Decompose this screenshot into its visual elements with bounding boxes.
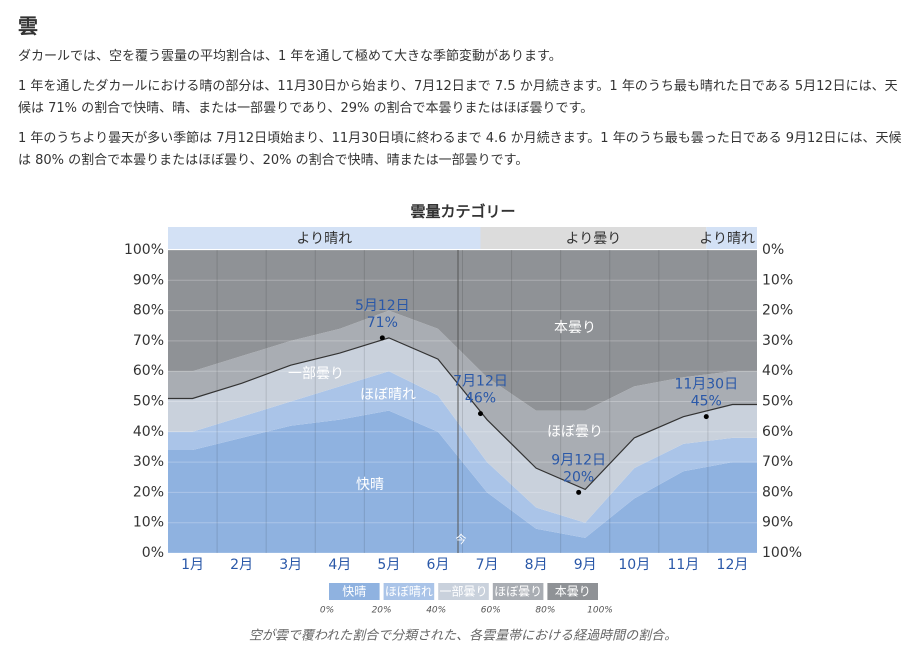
y2-tick-label: 30%	[762, 333, 793, 349]
y2-tick-label: 40%	[762, 363, 793, 379]
legend-scale-label: 100%	[587, 606, 613, 616]
y-tick-label: 20%	[133, 484, 164, 500]
x-tick-label: 6月	[426, 557, 449, 573]
y-tick-label: 60%	[133, 363, 164, 379]
legend-label: 快晴	[342, 585, 366, 599]
area	[168, 310, 757, 490]
series-label: 本曇り	[554, 320, 596, 336]
y2-tick-label: 0%	[762, 242, 784, 258]
x-tick-label: 5月	[377, 557, 400, 573]
legend-swatch	[547, 583, 598, 600]
y-tick-label: 90%	[133, 272, 164, 288]
annotation-dot	[477, 411, 483, 417]
y2-tick-label: 80%	[762, 484, 793, 500]
legend-scale-label: 0%	[320, 606, 334, 616]
y2-tick-label: 100%	[762, 545, 802, 561]
y-tick-label: 80%	[133, 303, 164, 319]
annotation-value: 45%	[691, 394, 722, 410]
series-label: ほぼ晴れ	[360, 387, 416, 403]
legend-swatch	[383, 583, 435, 600]
legend-swatch	[438, 583, 489, 600]
y-tick-label: 70%	[133, 333, 164, 349]
x-tick-label: 1月	[181, 557, 204, 573]
season-label: より晴れ	[699, 231, 755, 247]
x-tick-label: 9月	[574, 557, 597, 573]
season-band	[706, 227, 757, 249]
legend-label: 一部曇り	[439, 584, 487, 599]
y-tick-label: 30%	[133, 454, 164, 470]
area	[168, 337, 757, 523]
y-tick-label: 10%	[133, 515, 164, 531]
x-tick-label: 2月	[230, 557, 253, 573]
y-tick-label: 50%	[133, 394, 164, 410]
legend-scale-label: 80%	[535, 606, 555, 616]
legend-scale-label: 20%	[372, 606, 392, 616]
heading: 雲	[18, 14, 38, 38]
caption: 空が雲で覆われた割合で分類された、各雲量帯における経過時間の割合。	[249, 628, 677, 644]
x-tick-label: 12月	[717, 557, 749, 573]
annotation-date: 5月12日	[355, 298, 410, 314]
y-tick-label: 100%	[124, 242, 164, 258]
chart-title: 雲量カテゴリー	[410, 203, 515, 221]
legend-scale-label: 40%	[426, 606, 446, 616]
legend-label: 本曇り	[555, 585, 591, 599]
y2-tick-label: 10%	[762, 272, 793, 288]
x-tick-label: 11月	[667, 557, 699, 573]
x-tick-label: 3月	[279, 557, 302, 573]
paragraph: 1 年を通したダカールにおける晴の部分は、11月30日から始まり、7月12日まで…	[18, 79, 898, 116]
x-tick-label: 7月	[476, 557, 499, 573]
x-tick-label: 4月	[328, 557, 351, 573]
season-band	[168, 227, 481, 249]
boundary-line	[168, 337, 757, 491]
area	[168, 410, 757, 553]
now-label: 今	[456, 532, 467, 546]
annotation-dot	[379, 335, 385, 341]
y-tick-label: 40%	[133, 424, 164, 440]
season-band	[480, 227, 707, 249]
paragraph: ダカールでは、空を覆う雲量の平均割合は、1 年を通して極めて大きな季節変動があり…	[18, 49, 562, 64]
annotation-dot	[576, 489, 582, 495]
legend-label: ほぼ晴れ	[385, 585, 433, 599]
legend-swatch	[492, 583, 544, 600]
x-tick-label: 8月	[525, 557, 548, 573]
season-label: より晴れ	[296, 231, 352, 247]
annotation-date: 7月12日	[453, 374, 508, 390]
series-label: ほぼ曇り	[547, 424, 603, 440]
annotation-date: 11月30日	[674, 377, 738, 393]
series-label: 一部曇り	[288, 366, 344, 382]
y2-tick-label: 20%	[762, 303, 793, 319]
area	[168, 371, 757, 538]
annotation-value: 20%	[563, 469, 594, 485]
y2-tick-label: 70%	[762, 454, 793, 470]
legend-scale-label: 60%	[481, 606, 501, 616]
area	[168, 250, 757, 411]
paragraph: 1 年のうちより曇天が多い季節は 7月12日頃始まり、11月30日頃に終わるまで…	[18, 131, 902, 168]
series-label: 快晴	[356, 477, 384, 493]
y2-tick-label: 60%	[762, 424, 793, 440]
season-label: より曇り	[566, 231, 622, 247]
x-tick-label: 10月	[618, 557, 650, 573]
annotation-date: 9月12日	[551, 452, 606, 468]
y2-tick-label: 50%	[762, 394, 793, 410]
legend-swatch	[329, 583, 380, 600]
legend-label: ほぼ曇り	[494, 585, 542, 599]
annotation-value: 46%	[465, 391, 496, 407]
annotation-value: 71%	[367, 315, 398, 331]
y2-tick-label: 90%	[762, 515, 793, 531]
annotation-dot	[703, 414, 709, 420]
y-tick-label: 0%	[142, 545, 164, 561]
